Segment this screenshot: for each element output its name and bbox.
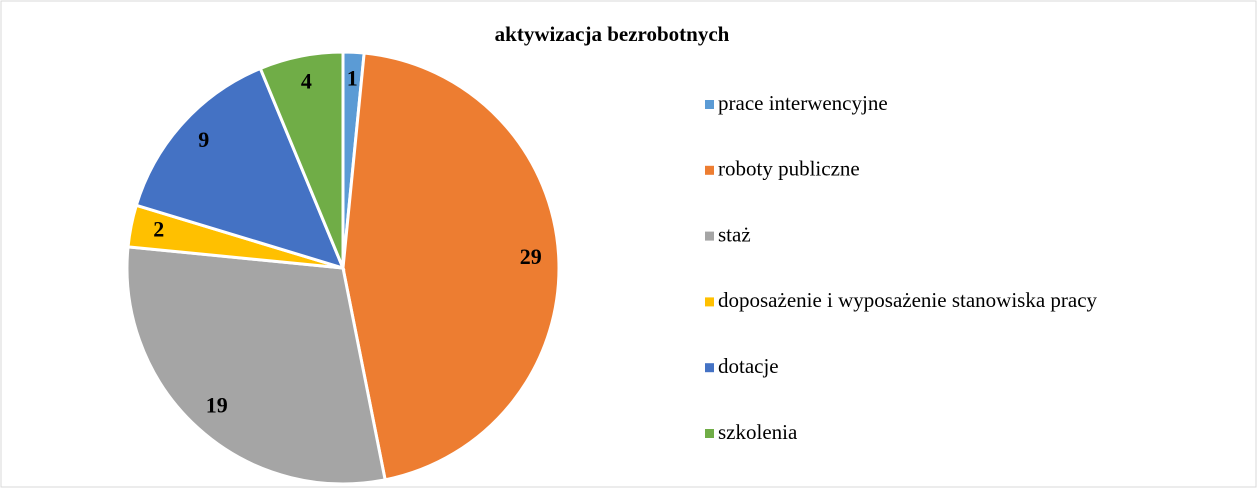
legend-swatch bbox=[705, 100, 714, 109]
data-label: 29 bbox=[520, 244, 542, 269]
chart-title: aktywizacja bezrobotnych bbox=[495, 22, 730, 46]
data-label: 4 bbox=[301, 69, 312, 94]
pie-slice bbox=[258, 50, 345, 269]
legend-label: roboty publiczne bbox=[718, 157, 860, 181]
pie-slice bbox=[125, 245, 387, 486]
legend-label: szkolenia bbox=[718, 420, 798, 444]
data-label: 19 bbox=[206, 392, 228, 417]
legend-swatch bbox=[705, 165, 714, 175]
legend-label: prace interwencyjne bbox=[718, 91, 888, 115]
legend-swatch bbox=[705, 231, 714, 241]
legend-swatch bbox=[705, 429, 714, 438]
legend-swatch bbox=[705, 297, 714, 307]
data-label: 2 bbox=[153, 216, 164, 241]
data-label: 1 bbox=[347, 65, 358, 90]
legend-label: staż bbox=[718, 222, 751, 246]
data-label: 9 bbox=[198, 127, 209, 152]
legend-label: dotacje bbox=[718, 354, 779, 378]
legend-label: doposażenie i wyposażenie stanowiska pra… bbox=[718, 288, 1098, 312]
pie-slice bbox=[134, 66, 346, 271]
legend-swatch bbox=[705, 363, 714, 373]
pie-slice bbox=[341, 51, 561, 482]
